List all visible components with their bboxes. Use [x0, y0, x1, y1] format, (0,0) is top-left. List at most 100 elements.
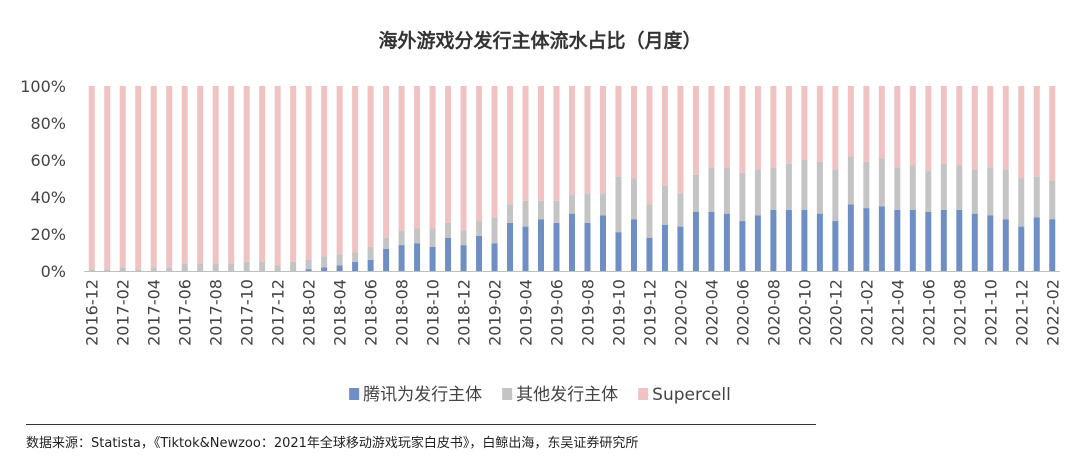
x-tick-label: 2017-06 — [176, 279, 195, 346]
x-tick-label: 2017-12 — [269, 279, 288, 346]
bar-segment — [785, 209, 792, 271]
x-tick-label: 2021-04 — [888, 279, 907, 346]
bar-segment — [1033, 86, 1040, 177]
bar-segment — [584, 86, 591, 194]
bar-segment — [181, 263, 188, 271]
bar-segment — [553, 86, 560, 201]
bar-segment — [104, 86, 111, 270]
x-tick-label: 2019-12 — [640, 279, 659, 346]
legend-swatch — [638, 388, 649, 400]
bar-segment — [630, 178, 637, 220]
bar-segment — [1018, 226, 1025, 271]
bar-segment — [321, 267, 328, 271]
bar-segment — [429, 246, 436, 271]
bar-segment — [414, 243, 421, 271]
bar-segment — [816, 86, 823, 162]
bar-segment — [460, 86, 467, 231]
bar-segment — [894, 167, 901, 210]
bar-segment — [661, 185, 668, 225]
bar-segment — [1033, 217, 1040, 271]
bar-segment — [1018, 178, 1025, 227]
bar-segment — [646, 86, 653, 205]
bar-segment — [878, 206, 885, 271]
x-tick-label: 2020-04 — [702, 279, 721, 346]
bar-segment — [940, 163, 947, 210]
bar-segment — [909, 165, 916, 210]
bar-segment — [863, 86, 870, 162]
bar-segment — [708, 167, 715, 212]
x-tick-label: 2021-12 — [1012, 279, 1031, 346]
bar-segment — [739, 221, 746, 271]
bar-segment — [88, 269, 95, 271]
bar-segment — [569, 213, 575, 271]
bar-segment — [987, 215, 994, 271]
x-tick-label: 2022-02 — [1043, 279, 1062, 346]
bar-segment — [723, 86, 730, 168]
bar-segment — [135, 86, 142, 270]
y-tick-label: 60% — [30, 151, 66, 170]
legend-label: 腾讯为发行主体 — [363, 385, 482, 405]
source-divider — [26, 424, 816, 425]
bar-segment — [259, 261, 266, 271]
bar-segment — [150, 86, 157, 268]
x-tick-label: 2020-06 — [733, 279, 752, 346]
bar-segment — [150, 267, 157, 271]
bar-segment — [476, 86, 483, 222]
bar-segment — [971, 169, 978, 214]
bar-segment — [615, 176, 622, 233]
bar-segment — [832, 169, 839, 222]
bar-segment — [522, 226, 529, 271]
bar-segment — [925, 211, 932, 271]
bar-segment — [569, 86, 575, 196]
bar-segment — [723, 167, 730, 214]
bar-segment — [460, 230, 467, 246]
bar-segment — [367, 86, 374, 247]
bar-segment — [228, 263, 235, 271]
bar-segment — [538, 219, 545, 271]
chart-title: 海外游戏分发行主体流水占比（月度） — [378, 30, 702, 52]
y-tick-label: 100% — [20, 77, 66, 96]
bar-segment — [894, 86, 901, 168]
bar-segment — [754, 86, 761, 170]
bar-segment — [290, 86, 297, 262]
bar-segment — [166, 267, 173, 271]
bar-segment — [367, 246, 374, 260]
bar-segment — [956, 165, 963, 210]
bar-segment — [816, 161, 823, 214]
bar-segment — [847, 156, 854, 205]
bar-segment — [1018, 86, 1025, 179]
bar-segment — [398, 86, 405, 231]
bar-segment — [305, 269, 312, 271]
bar-segment — [352, 261, 359, 271]
bar-segment — [212, 86, 219, 264]
bar-segment — [135, 269, 142, 271]
bar-segment — [832, 86, 839, 170]
x-tick-label: 2021-06 — [919, 279, 938, 346]
bar-segment — [940, 86, 947, 164]
x-tick-label: 2021-02 — [857, 279, 876, 346]
bar-segment — [785, 163, 792, 210]
legend: 腾讯为发行主体 其他发行主体 Supercell — [349, 385, 731, 405]
bar-segment — [754, 169, 761, 216]
x-tick-label: 2019-06 — [548, 279, 567, 346]
y-tick-label: 0% — [41, 262, 66, 281]
x-tick-label: 2019-10 — [609, 279, 628, 346]
bar-segment — [212, 263, 219, 271]
bar-segment — [290, 261, 297, 271]
bar-segment — [243, 261, 250, 271]
x-tick-label: 2020-02 — [671, 279, 690, 346]
x-tick-label: 2021-08 — [950, 279, 969, 346]
x-tick-label: 2018-04 — [331, 279, 350, 346]
bar-segment — [274, 265, 281, 271]
bar-segment — [274, 86, 281, 266]
bar-segment — [538, 86, 545, 201]
bar-segment — [909, 209, 916, 271]
bar-segment — [692, 86, 699, 175]
bar-segment — [491, 217, 498, 244]
bar-segment — [491, 86, 498, 218]
bar-segment — [336, 254, 343, 266]
x-tick-label: 2018-02 — [300, 279, 319, 346]
bar-segment — [863, 208, 870, 271]
bar-segment — [507, 86, 514, 205]
